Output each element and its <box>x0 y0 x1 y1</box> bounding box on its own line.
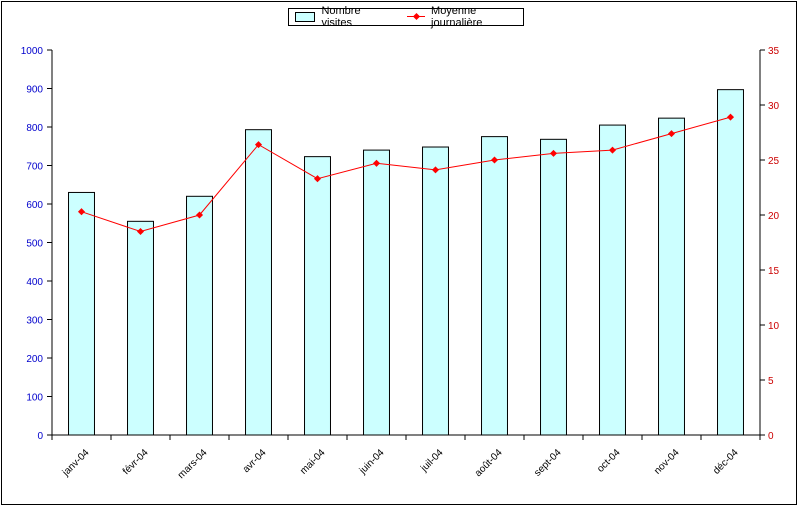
average-line <box>81 116 731 233</box>
right-tick-label: 20 <box>768 211 780 222</box>
right-tick-label: 5 <box>768 376 774 387</box>
bar <box>481 136 508 436</box>
bar <box>245 129 272 436</box>
x-tick-label: sept-04 <box>532 447 564 479</box>
bar <box>422 146 449 436</box>
average-point <box>254 141 263 149</box>
x-tick-label: avr-04 <box>241 447 269 475</box>
x-tick-label: janv-04 <box>60 447 92 479</box>
right-tick-label: 30 <box>768 101 780 112</box>
left-tick-label: 100 <box>26 393 43 404</box>
average-point <box>77 208 86 216</box>
average-point <box>313 175 322 183</box>
x-tick-label: nov-04 <box>652 447 682 477</box>
x-tick-label: août-04 <box>473 447 505 479</box>
x-tick-label: févr-04 <box>121 447 151 477</box>
average-point <box>136 227 145 236</box>
average-point <box>667 130 676 138</box>
average-point <box>431 166 440 174</box>
average-point <box>372 159 381 167</box>
left-tick-label: 400 <box>26 277 43 288</box>
left-tick-label: 700 <box>26 162 43 173</box>
left-tick-label: 1000 <box>21 46 44 57</box>
left-tick-label: 800 <box>26 123 43 134</box>
left-tick-label: 0 <box>37 431 43 442</box>
legend-bar-swatch <box>295 12 316 22</box>
average-point <box>549 149 558 157</box>
bar <box>540 138 567 436</box>
average-point <box>726 113 735 121</box>
bar <box>68 191 95 436</box>
x-tick-label: mai-04 <box>298 447 328 477</box>
x-tick-label: mars-04 <box>176 447 210 481</box>
bar <box>127 220 154 436</box>
right-tick-label: 25 <box>768 156 780 167</box>
bar <box>186 195 213 436</box>
x-tick-label: juin-04 <box>357 447 387 477</box>
average-point <box>195 211 204 219</box>
right-tick-label: 15 <box>768 266 780 277</box>
average-point <box>608 146 617 154</box>
right-tick-label: 35 <box>768 46 780 57</box>
right-tick-label: 0 <box>768 431 774 442</box>
right-tick-label: 10 <box>768 321 780 332</box>
x-tick-label: oct-04 <box>595 447 623 475</box>
bar <box>717 89 744 436</box>
left-tick-label: 500 <box>26 239 43 250</box>
legend-bar-label: Nombre visites <box>321 5 361 29</box>
bar <box>599 124 626 436</box>
legend-line-swatch <box>406 12 426 22</box>
legend-line-label: Moyenne journalière <box>431 5 483 29</box>
x-tick-label: juil-04 <box>418 447 446 475</box>
left-tick-label: 200 <box>26 354 43 365</box>
bar <box>304 156 331 436</box>
bar <box>658 117 685 436</box>
average-point <box>490 156 499 164</box>
x-tick-label: déc-04 <box>711 447 741 477</box>
bar <box>363 149 390 436</box>
left-tick-label: 600 <box>26 200 43 211</box>
left-tick-label: 900 <box>26 85 43 96</box>
left-tick-label: 300 <box>26 316 43 327</box>
legend: Nombre visites Moyenne journalière <box>288 5 524 29</box>
